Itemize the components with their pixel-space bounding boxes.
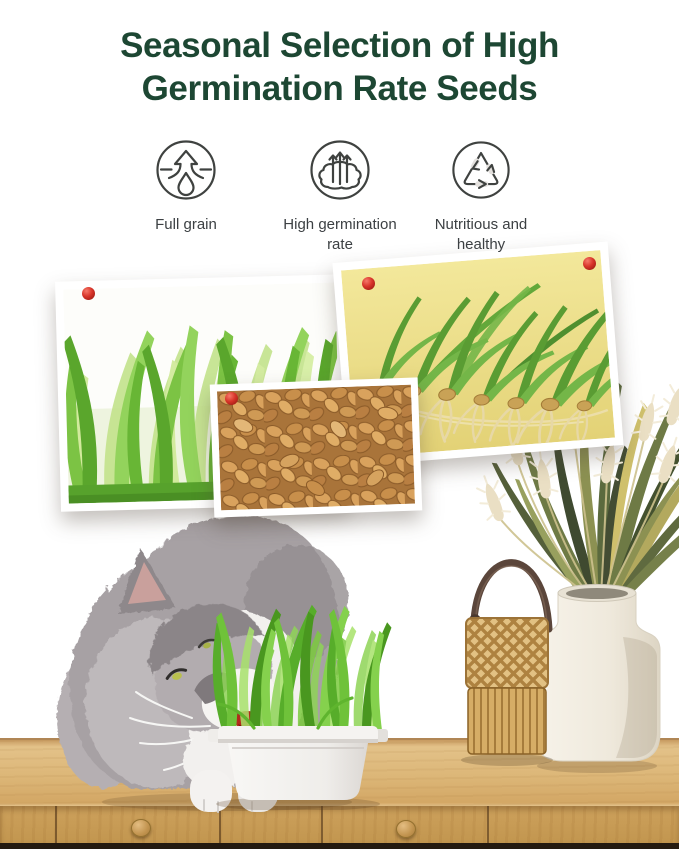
basket-handle (470, 559, 553, 633)
drawer-knob (396, 820, 416, 838)
drawer-knob (131, 819, 151, 837)
red-push-pin (362, 277, 375, 290)
red-push-pin (225, 392, 238, 405)
drawer-seam (55, 806, 57, 843)
feature-full-grain: Full grain (116, 138, 256, 235)
planter-illustration (202, 602, 392, 810)
wheat-grains-photo (209, 377, 423, 518)
feature-label: Full grain (155, 216, 217, 233)
drawer-seam (321, 806, 323, 843)
feature-nutritious: Nutritious and healthy (411, 138, 551, 256)
recycle-triangle-icon (452, 141, 510, 199)
cat-paw (190, 770, 232, 812)
basket-slats (473, 688, 545, 754)
grain-sprout-drop-icon (156, 140, 216, 200)
feature-label: High germination rate (283, 216, 397, 254)
sideboard-base-shadow (0, 843, 679, 849)
vase-illustration (471, 375, 679, 773)
red-push-pin (583, 257, 596, 270)
page-title: Seasonal Selection of High Germination R… (0, 24, 679, 111)
title-line-2: Germination Rate Seeds (141, 69, 538, 109)
drawer-seam (219, 806, 221, 843)
title-line-1: Seasonal Selection of High (120, 26, 559, 65)
grain-accents (233, 406, 399, 496)
basket-illustration (461, 559, 553, 766)
red-push-pin (82, 287, 95, 300)
seed-germination-arrows-icon (310, 140, 370, 200)
drawer-seam (487, 806, 489, 843)
planter-box (228, 743, 368, 800)
planter-rim (218, 726, 378, 743)
sideboard-drawers (0, 806, 679, 843)
feature-high-germination: High germination rate (255, 138, 425, 256)
cat-eye (172, 672, 182, 680)
feature-label: Nutritious and healthy (434, 216, 528, 254)
